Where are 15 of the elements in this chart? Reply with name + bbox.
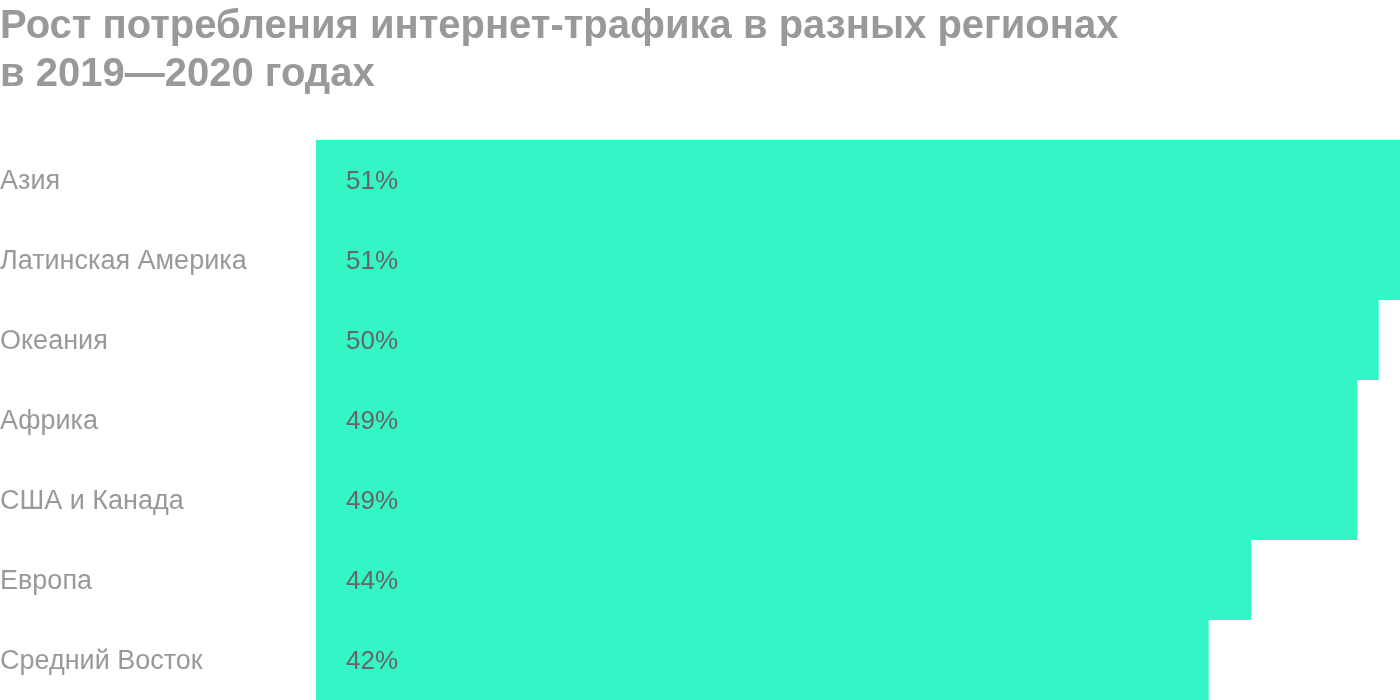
data-label: 49%: [346, 405, 399, 436]
data-label: 50%: [346, 325, 399, 356]
chart-title: Рост потребления интернет-трафика в разных регионах в 2019—2020 годах: [0, 1, 1120, 96]
y-tick-label: Африка: [0, 405, 100, 436]
y-tick-label: США и Канада: [0, 485, 185, 516]
data-label: 51%: [346, 165, 399, 196]
data-label: 51%: [346, 245, 399, 276]
data-label: 49%: [346, 485, 399, 516]
y-tick-label: Европа: [0, 565, 94, 596]
data-label: 42%: [346, 645, 399, 676]
data-label: 44%: [346, 565, 399, 596]
y-tick-label: Латинская Америка: [0, 245, 248, 276]
y-tick-label: Океания: [0, 325, 108, 356]
y-tick-label: Средний Восток: [0, 645, 203, 676]
y-tick-label: Азия: [0, 165, 61, 196]
